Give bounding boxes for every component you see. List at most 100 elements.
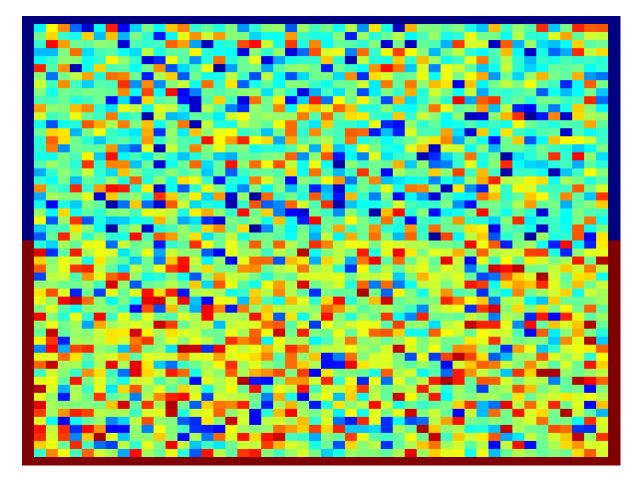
heatmap-cell (129, 144, 143, 153)
heatmap-cell (380, 160, 394, 169)
heatmap-cell (117, 96, 131, 105)
heatmap-cell (297, 328, 310, 338)
heatmap-cell (512, 40, 525, 49)
heatmap-cell (536, 216, 549, 225)
heatmap-cell (117, 416, 131, 426)
heatmap-cell (117, 336, 131, 346)
heatmap-cell (81, 208, 95, 217)
heatmap-cell (332, 240, 346, 250)
heatmap-cell (392, 72, 406, 81)
heatmap-cell (201, 456, 214, 466)
heatmap-cell (285, 296, 298, 306)
heatmap-cell (584, 312, 597, 322)
heatmap-cell (273, 312, 286, 322)
heatmap-cell (165, 336, 178, 346)
heatmap-cell (237, 64, 250, 73)
heatmap-cell (69, 264, 83, 274)
heatmap-cell (536, 56, 549, 65)
heatmap-cell (201, 176, 214, 185)
heatmap-cell (261, 168, 274, 177)
heatmap-cell (285, 160, 298, 169)
heatmap-cell (440, 200, 454, 209)
heatmap-cell (524, 216, 537, 225)
heatmap-cell (117, 152, 131, 161)
heatmap-cell (596, 168, 609, 177)
heatmap-cell (309, 176, 322, 185)
heatmap-cell (22, 320, 35, 330)
heatmap-cell (476, 400, 489, 410)
heatmap-cell (33, 16, 47, 25)
heatmap-cell (297, 352, 310, 362)
heatmap-cell (500, 312, 513, 322)
heatmap-cell (332, 344, 346, 354)
heatmap-cell (368, 192, 382, 201)
heatmap-cell (153, 176, 167, 185)
heatmap-cell (189, 336, 202, 346)
heatmap-cell (141, 448, 155, 458)
heatmap-cell (524, 304, 537, 314)
heatmap-cell (464, 448, 477, 458)
heatmap-cell (273, 296, 286, 306)
heatmap-cell (225, 128, 238, 137)
heatmap-cell (500, 96, 513, 105)
heatmap-cell (512, 256, 525, 266)
heatmap-cell (596, 296, 609, 306)
heatmap-cell (225, 80, 238, 89)
heatmap-cell (297, 192, 310, 201)
heatmap-cell (464, 144, 477, 153)
heatmap-cell (273, 176, 286, 185)
heatmap-cell (321, 288, 334, 298)
heatmap-cell (524, 248, 537, 258)
heatmap-cell (213, 416, 226, 426)
heatmap-cell (22, 416, 35, 426)
heatmap-cell (285, 400, 298, 410)
heatmap-cell (189, 136, 202, 145)
heatmap-cell (309, 24, 322, 33)
heatmap-cell (105, 120, 119, 129)
heatmap-cell (476, 104, 489, 113)
heatmap-cell (45, 408, 59, 418)
heatmap-cell (356, 112, 370, 121)
heatmap-cell (464, 392, 477, 402)
heatmap-cell (273, 56, 286, 65)
heatmap-cell (548, 320, 561, 330)
heatmap-cell (488, 304, 501, 314)
heatmap-cell (117, 328, 131, 338)
heatmap-cell (536, 24, 549, 33)
heatmap-cell (249, 72, 262, 81)
heatmap-cell (548, 104, 561, 113)
heatmap-cell (440, 112, 454, 121)
heatmap-cell (404, 56, 418, 65)
heatmap-cell (404, 256, 418, 266)
heatmap-cell (81, 224, 95, 233)
heatmap-cell (344, 200, 358, 209)
heatmap-cell (392, 328, 406, 338)
heatmap-cell (33, 328, 47, 338)
heatmap-cell (225, 136, 238, 145)
heatmap-cell (332, 424, 346, 434)
heatmap-cell (404, 336, 418, 346)
heatmap-cell (213, 56, 226, 65)
heatmap-cell (93, 128, 107, 137)
heatmap-cell (536, 336, 549, 346)
heatmap-cell (22, 184, 35, 193)
heatmap-cell (237, 440, 250, 450)
heatmap-cell (22, 120, 35, 129)
heatmap-cell (81, 256, 95, 266)
heatmap-cell (273, 64, 286, 73)
heatmap-cell (297, 416, 310, 426)
heatmap-cell (33, 120, 47, 129)
heatmap-cell (536, 408, 549, 418)
heatmap-cell (500, 32, 513, 41)
heatmap-cell (105, 40, 119, 49)
heatmap-cell (356, 360, 370, 370)
heatmap-cell (380, 216, 394, 225)
heatmap-cell (189, 224, 202, 233)
heatmap-cell (596, 376, 609, 386)
heatmap-cell (524, 80, 537, 89)
heatmap-cell (368, 368, 382, 378)
heatmap-cell (512, 352, 525, 362)
heatmap-cell (22, 48, 35, 57)
heatmap-cell (69, 56, 83, 65)
heatmap-cell (93, 56, 107, 65)
